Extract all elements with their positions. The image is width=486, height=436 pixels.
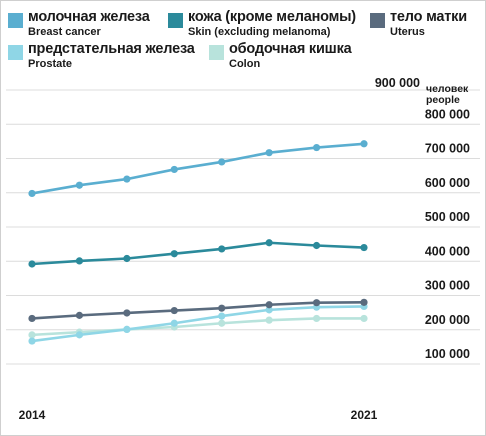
data-point [28,260,36,268]
y-tick-label: 300 000 [425,279,470,293]
data-point [265,149,273,157]
series-line-4 [31,317,364,337]
y-tick-label: 600 000 [425,176,470,190]
data-point [265,306,273,314]
series-line-3 [31,305,365,343]
data-point [265,239,273,247]
data-point [218,158,226,166]
y-axis-unit: человек people [426,83,469,106]
x-tick-label: 2021 [351,408,378,422]
legend-label-ru-colon: ободочная кишка [229,41,352,57]
data-point [265,316,273,324]
legend-label-en-uterus: Uterus [390,26,425,38]
data-point [28,331,36,339]
legend-label-en-colon: Colon [229,58,261,70]
legend-swatch-colon [209,45,224,60]
data-point [123,309,131,317]
data-point [312,314,321,323]
data-point [218,312,226,320]
y-axis-ticks: 900 000 800 000 700 000 600 000 500 000 400 0… [375,76,470,361]
data-point [28,337,36,345]
data-point [170,250,178,258]
y-tick-label: 800 000 [425,107,470,121]
y-tick-label: 700 000 [425,142,470,156]
y-tick-label: 500 000 [425,210,470,224]
legend-label-en-breast: Breast cancer [28,26,101,38]
legend-label-ru-skin: кожа (кроме меланомы) [188,9,356,25]
series-lines [28,140,368,345]
series-line-2 [31,301,365,320]
legend-swatch-breast [8,13,23,28]
legend-label-ru-prostate: предстательная железа [28,41,195,57]
data-point [75,331,84,339]
data-point [75,181,84,189]
y-axis-unit-ru: человек [426,83,469,95]
series-line-1 [31,241,365,266]
data-point [123,175,131,183]
legend-swatch-uterus [370,13,385,28]
data-point [218,245,226,253]
legend-label-ru-breast: молочная железа [28,9,150,25]
legend-swatch-prostate [8,45,23,60]
data-point [360,298,368,306]
data-point [170,319,178,327]
data-point [170,165,178,174]
legend-label-ru-uterus: тело матки [390,9,467,25]
x-axis-ticks: 2014 2021 [19,408,378,422]
data-point [360,314,368,323]
data-point [75,311,84,319]
data-point [123,325,131,334]
data-point [265,301,273,309]
data-point [360,140,368,148]
data-point [28,314,36,323]
data-point [123,254,131,263]
data-point [312,143,321,152]
data-point [312,299,321,307]
legend-swatch-skin [168,13,183,28]
y-tick-label: 100 000 [425,347,470,361]
data-point [75,257,84,265]
x-tick-label: 2014 [19,408,46,422]
data-point [218,319,226,327]
y-tick-label: 900 000 [375,76,420,90]
legend-label-en-skin: Skin (excluding melanoma) [188,26,331,38]
y-axis-unit-en: people [426,94,460,106]
data-point [218,304,226,312]
series-line-0 [31,142,365,195]
legend: молочная железа Breast cancer кожа (кром… [0,0,486,80]
data-point [360,243,368,252]
legend-label-en-prostate: Prostate [28,58,73,70]
y-tick-label: 200 000 [425,313,470,327]
data-point [170,306,178,315]
y-tick-label: 400 000 [425,244,470,258]
data-point [28,189,36,198]
data-point [312,241,321,250]
